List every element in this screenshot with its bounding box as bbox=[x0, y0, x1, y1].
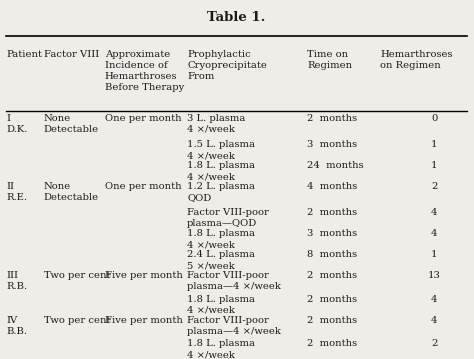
Text: 2: 2 bbox=[431, 182, 438, 191]
Text: 1: 1 bbox=[431, 140, 438, 149]
Text: 1: 1 bbox=[431, 161, 438, 170]
Text: 4: 4 bbox=[431, 316, 438, 325]
Text: Time on
Regimen: Time on Regimen bbox=[307, 50, 352, 70]
Text: 1.8 L. plasma
4 ×/week: 1.8 L. plasma 4 ×/week bbox=[187, 229, 255, 249]
Text: IV
B.B.: IV B.B. bbox=[6, 316, 27, 336]
Text: 2  months: 2 months bbox=[307, 208, 357, 217]
Text: Patient: Patient bbox=[6, 50, 42, 59]
Text: Table 1.: Table 1. bbox=[208, 11, 266, 24]
Text: II
R.E.: II R.E. bbox=[6, 182, 27, 202]
Text: 1.8 L. plasma
4 ×/week: 1.8 L. plasma 4 ×/week bbox=[187, 161, 255, 181]
Text: 0: 0 bbox=[431, 114, 438, 123]
Text: Factor VIII-poor
plasma—QOD: Factor VIII-poor plasma—QOD bbox=[187, 208, 269, 228]
Text: 4: 4 bbox=[431, 229, 438, 238]
Text: 3  months: 3 months bbox=[307, 229, 357, 238]
Text: 2  months: 2 months bbox=[307, 339, 357, 348]
Text: One per month: One per month bbox=[105, 182, 182, 191]
Text: 3 L. plasma
4 ×/week: 3 L. plasma 4 ×/week bbox=[187, 114, 246, 134]
Text: 1: 1 bbox=[431, 250, 438, 259]
Text: 24  months: 24 months bbox=[307, 161, 364, 170]
Text: 2: 2 bbox=[431, 339, 438, 348]
Text: 2  months: 2 months bbox=[307, 271, 357, 280]
Text: 1.2 L. plasma
QOD: 1.2 L. plasma QOD bbox=[187, 182, 255, 202]
Text: One per month: One per month bbox=[105, 114, 182, 123]
Text: Five per month: Five per month bbox=[105, 271, 183, 280]
Text: Hemarthroses
on Regimen: Hemarthroses on Regimen bbox=[380, 50, 453, 70]
Text: I
D.K.: I D.K. bbox=[6, 114, 27, 134]
Text: 4: 4 bbox=[431, 208, 438, 217]
Text: 13: 13 bbox=[428, 271, 440, 280]
Text: Two per cent: Two per cent bbox=[44, 316, 110, 325]
Text: Five per month: Five per month bbox=[105, 316, 183, 325]
Text: 4: 4 bbox=[431, 295, 438, 304]
Text: 1.8 L. plasma
4 ×/week: 1.8 L. plasma 4 ×/week bbox=[187, 339, 255, 359]
Text: Factor VIII-poor
plasma—4 ×/week: Factor VIII-poor plasma—4 ×/week bbox=[187, 271, 281, 292]
Text: 1.8 L. plasma
4 ×/week: 1.8 L. plasma 4 ×/week bbox=[187, 295, 255, 315]
Text: Two per cent: Two per cent bbox=[44, 271, 110, 280]
Text: Factor VIII: Factor VIII bbox=[44, 50, 99, 59]
Text: 2  months: 2 months bbox=[307, 114, 357, 123]
Text: 8  months: 8 months bbox=[307, 250, 357, 259]
Text: Approximate
Incidence of
Hemarthroses
Before Therapy: Approximate Incidence of Hemarthroses Be… bbox=[105, 50, 184, 92]
Text: 3  months: 3 months bbox=[307, 140, 357, 149]
Text: None
Detectable: None Detectable bbox=[44, 182, 99, 202]
Text: 2  months: 2 months bbox=[307, 295, 357, 304]
Text: 1.5 L. plasma
4 ×/week: 1.5 L. plasma 4 ×/week bbox=[187, 140, 255, 160]
Text: Factor VIII-poor
plasma—4 ×/week: Factor VIII-poor plasma—4 ×/week bbox=[187, 316, 281, 336]
Text: 2  months: 2 months bbox=[307, 316, 357, 325]
Text: None
Detectable: None Detectable bbox=[44, 114, 99, 134]
Text: Prophylactic
Cryoprecipitate
From: Prophylactic Cryoprecipitate From bbox=[187, 50, 267, 81]
Text: 4  months: 4 months bbox=[307, 182, 357, 191]
Text: 2.4 L. plasma
5 ×/week: 2.4 L. plasma 5 ×/week bbox=[187, 250, 255, 270]
Text: III
R.B.: III R.B. bbox=[6, 271, 27, 292]
